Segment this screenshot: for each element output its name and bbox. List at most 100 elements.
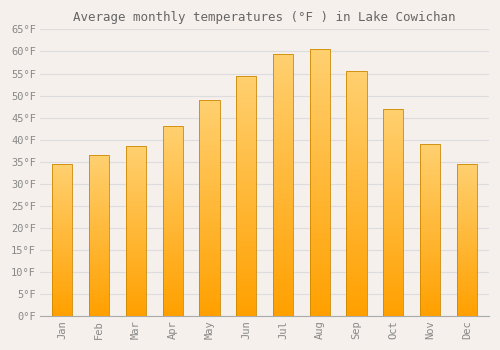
Bar xyxy=(273,111,293,114)
Bar xyxy=(456,249,477,251)
Bar xyxy=(162,159,183,161)
Bar xyxy=(346,191,366,194)
Bar xyxy=(346,140,366,142)
Bar xyxy=(383,295,404,298)
Bar xyxy=(89,285,109,287)
Bar xyxy=(456,167,477,168)
Bar xyxy=(310,76,330,79)
Bar xyxy=(346,250,366,252)
Bar xyxy=(346,164,366,167)
Bar xyxy=(383,134,404,136)
Bar xyxy=(89,287,109,289)
Bar xyxy=(383,247,404,250)
Bar xyxy=(236,292,256,294)
Bar xyxy=(420,151,440,153)
Bar xyxy=(89,289,109,290)
Bar xyxy=(346,174,366,176)
Bar xyxy=(383,159,404,161)
Bar xyxy=(200,299,220,301)
Bar xyxy=(52,211,72,212)
Bar xyxy=(273,77,293,80)
Bar xyxy=(310,308,330,311)
Bar xyxy=(126,299,146,301)
Bar xyxy=(126,163,146,165)
Bar xyxy=(126,187,146,189)
Bar xyxy=(89,271,109,273)
Bar xyxy=(89,198,109,200)
Bar xyxy=(383,274,404,277)
Bar xyxy=(456,190,477,191)
Bar xyxy=(89,169,109,171)
Bar xyxy=(346,230,366,233)
Bar xyxy=(162,177,183,180)
Bar xyxy=(89,290,109,292)
Bar xyxy=(200,256,220,258)
Title: Average monthly temperatures (°F ) in Lake Cowichan: Average monthly temperatures (°F ) in La… xyxy=(74,11,456,24)
Bar xyxy=(236,306,256,309)
Bar xyxy=(273,308,293,311)
Bar xyxy=(310,52,330,55)
Bar xyxy=(346,128,366,130)
Bar xyxy=(456,197,477,199)
Bar xyxy=(162,136,183,138)
Bar xyxy=(456,305,477,307)
Bar xyxy=(273,295,293,298)
Bar xyxy=(52,314,72,316)
Bar xyxy=(420,160,440,161)
Bar xyxy=(346,243,366,245)
Bar xyxy=(456,196,477,197)
Bar xyxy=(126,243,146,245)
Bar xyxy=(383,281,404,283)
Bar xyxy=(162,255,183,257)
Bar xyxy=(420,226,440,228)
Bar xyxy=(52,235,72,237)
Bar xyxy=(200,230,220,232)
Bar xyxy=(162,168,183,170)
Bar xyxy=(236,213,256,215)
Bar xyxy=(126,209,146,211)
Bar xyxy=(273,138,293,140)
Bar xyxy=(52,260,72,261)
Bar xyxy=(52,263,72,264)
Bar xyxy=(200,195,220,197)
Bar xyxy=(273,125,293,127)
Bar xyxy=(310,247,330,249)
Bar xyxy=(383,314,404,316)
Bar xyxy=(310,252,330,255)
Bar xyxy=(52,310,72,312)
Bar xyxy=(200,173,220,176)
Bar xyxy=(420,153,440,154)
Bar xyxy=(162,208,183,210)
Bar xyxy=(236,90,256,92)
Bar xyxy=(273,216,293,219)
Bar xyxy=(89,260,109,261)
Bar xyxy=(273,62,293,64)
Bar xyxy=(162,157,183,159)
Bar xyxy=(200,273,220,275)
Bar xyxy=(126,218,146,219)
Bar xyxy=(52,290,72,292)
Bar xyxy=(162,197,183,198)
Bar xyxy=(200,189,220,191)
Bar xyxy=(310,177,330,180)
Bar xyxy=(273,253,293,255)
Bar xyxy=(89,216,109,218)
Bar xyxy=(346,225,366,228)
Bar xyxy=(236,105,256,107)
Bar xyxy=(52,182,72,184)
Bar xyxy=(52,292,72,293)
Bar xyxy=(89,186,109,187)
Bar xyxy=(126,192,146,194)
Bar xyxy=(52,299,72,301)
Bar xyxy=(126,211,146,212)
Bar xyxy=(420,251,440,252)
Bar xyxy=(346,135,366,138)
Bar xyxy=(236,184,256,186)
Bar xyxy=(52,175,72,176)
Bar xyxy=(89,247,109,248)
Bar xyxy=(273,266,293,269)
Bar xyxy=(162,185,183,187)
Bar xyxy=(200,182,220,184)
Bar xyxy=(200,296,220,299)
Bar xyxy=(273,85,293,88)
